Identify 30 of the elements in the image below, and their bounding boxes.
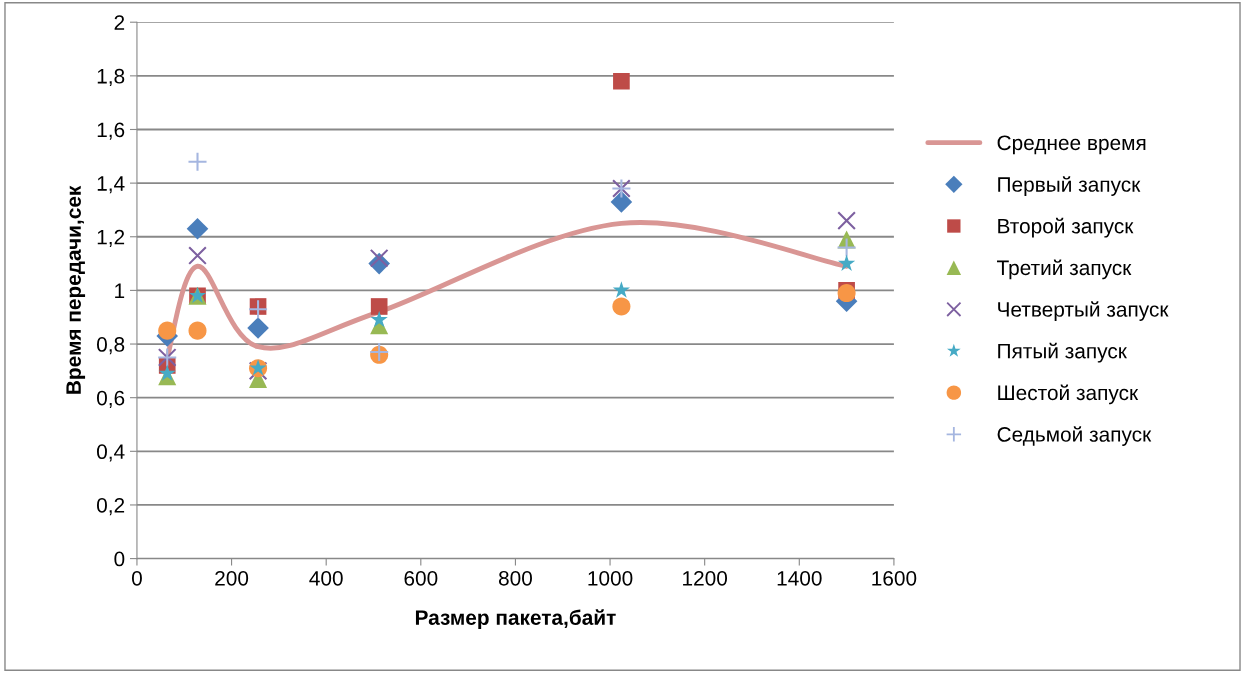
y-tick-label: 1,2 [97, 229, 125, 247]
x-tick-label: 200 [215, 570, 249, 586]
y-tick-label: 0,8 [97, 337, 125, 355]
x-tick-label: 1200 [683, 570, 728, 586]
legend-label: Седьмой запуск [997, 426, 1152, 446]
x-tick-label: 1000 [588, 570, 633, 586]
y-tick-label: 0,4 [97, 444, 125, 462]
y-axis-title: Время передачи,сек [66, 185, 86, 394]
x-tick-label: 1400 [777, 570, 822, 586]
y-tick-label: 1,8 [97, 68, 125, 87]
legend-label: Четвертый запуск [998, 301, 1169, 321]
x-tick-label: 400 [309, 570, 343, 586]
x-tick-label: 1600 [872, 570, 917, 586]
x-tick-label: 0 [131, 570, 142, 586]
legend-label: Первый запуск [998, 176, 1141, 196]
y-tick-label: 0 [114, 551, 125, 567]
legend-label: Пятый запуск [998, 342, 1127, 363]
legend-label: Среднее время [997, 135, 1146, 155]
x-tick-label: 800 [498, 570, 532, 586]
y-tick-label: 1,6 [97, 122, 125, 140]
y-tick-label: 2 [114, 15, 125, 30]
legend-label: Шестой запуск [998, 384, 1139, 405]
legend-label: Третий запуск [997, 259, 1132, 280]
y-tick-label: 0,2 [97, 497, 125, 516]
y-tick-label: 1,4 [97, 176, 125, 194]
x-axis-title: Размер пакета,байт [415, 609, 616, 630]
x-tick-label: 600 [404, 570, 438, 586]
y-tick-label: 0,6 [97, 390, 125, 408]
legend-label: Второй запуск [998, 217, 1134, 238]
y-tick-label: 1 [115, 283, 125, 298]
